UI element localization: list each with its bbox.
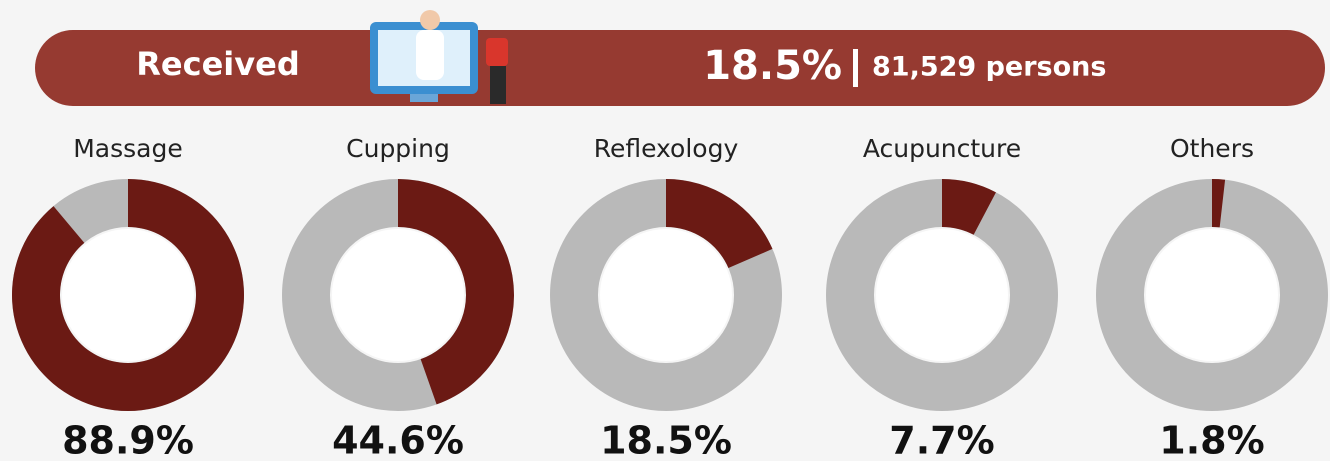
value-label: 7.7% bbox=[889, 419, 994, 461]
donut-title: Reflexology bbox=[594, 134, 739, 163]
donut-center-illustration bbox=[1146, 229, 1278, 361]
donut-title: Acupuncture bbox=[863, 134, 1021, 163]
banner-persons: 81,529 persons bbox=[872, 52, 1106, 83]
page: Received 18.5% 81,529 persons Massage 88.… bbox=[0, 0, 1330, 461]
value-label: 18.5% bbox=[600, 419, 732, 461]
donut-title: Others bbox=[1170, 134, 1254, 163]
infographic: Received 18.5% 81,529 persons Massage 88.… bbox=[0, 0, 1330, 461]
separator bbox=[853, 49, 858, 87]
donut-title: Massage bbox=[73, 134, 183, 163]
donut-center-illustration bbox=[332, 229, 464, 361]
donut-title: Cupping bbox=[346, 134, 450, 163]
donut-center-illustration bbox=[876, 229, 1008, 361]
value-label: 88.9% bbox=[62, 419, 194, 461]
donut-center-illustration bbox=[600, 229, 732, 361]
value-label: 1.8% bbox=[1159, 419, 1264, 461]
donut-center-illustration bbox=[62, 229, 194, 361]
value-label: 44.6% bbox=[332, 419, 464, 461]
banner-label: Received bbox=[136, 45, 299, 83]
banner-percent: 18.5% bbox=[703, 43, 842, 89]
